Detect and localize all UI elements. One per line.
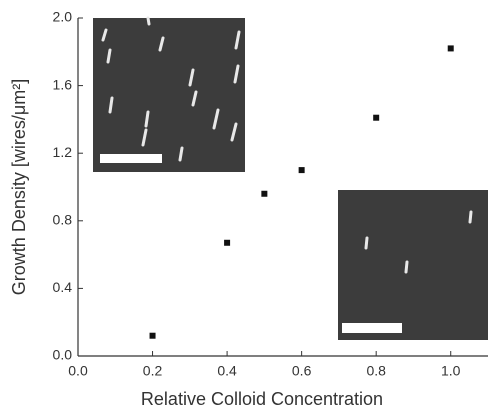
y-tick-label: 1.2 <box>53 144 73 160</box>
inset-image-top <box>93 16 245 172</box>
y-tick-label: 1.6 <box>53 76 73 92</box>
x-axis-title: Relative Colloid Concentration <box>141 389 383 409</box>
x-tick-label: 0.2 <box>143 363 163 379</box>
y-tick-label: 0.8 <box>53 212 73 228</box>
data-point <box>261 190 268 197</box>
data-point <box>298 167 305 174</box>
y-tick-label: 0.4 <box>53 279 73 295</box>
y-axis-title: Growth Density [wires/μm²] <box>9 79 29 295</box>
x-tick-label: 0.8 <box>366 363 386 379</box>
x-tick-label: 0.6 <box>292 363 312 379</box>
data-point <box>224 239 231 246</box>
x-tick-label: 1.0 <box>441 363 461 379</box>
data-point <box>373 114 380 121</box>
data-point <box>149 332 156 339</box>
inset-image-bottom <box>338 190 488 340</box>
y-tick-label: 0.0 <box>53 347 73 363</box>
y-tick-label: 2.0 <box>53 9 73 25</box>
data-point <box>447 45 454 52</box>
x-tick-label: 0.4 <box>217 363 237 379</box>
x-tick-label: 0.0 <box>68 363 88 379</box>
